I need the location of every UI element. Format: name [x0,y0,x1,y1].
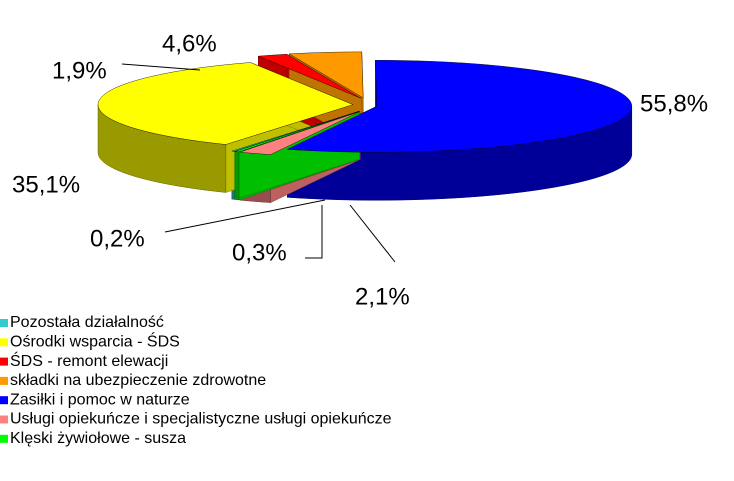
slice [234,111,360,153]
legend-label: Usługi opiekuńcze i specjalistyczne usłu… [10,411,392,428]
data-label: 0,3% [232,239,287,266]
legend-swatch [0,434,8,443]
legend-label: ŚDS - remont elewacji [10,351,168,370]
leader-line [121,63,201,71]
legend-swatch [0,396,8,405]
legend-swatch [0,338,8,347]
slice [258,54,361,99]
legend-swatch [0,415,8,424]
legend-label: Klęski żywiołowe - susza [10,430,186,447]
leader-line [164,199,326,233]
leader-line [305,205,323,259]
pie-tops [97,51,633,155]
legend-label: Zasiłki i pomoc w naturze [10,391,190,408]
legend-label: Ośrodki wsparcia - ŚDS [10,332,180,351]
data-label: 35,1% [12,171,80,198]
legend-swatch [0,319,8,327]
slice [239,111,361,155]
legend-label: Pozostała działalność [10,314,164,331]
data-label: 0,2% [90,225,145,252]
data-label: 55,8% [640,90,708,117]
legend-label: składki na ubezpieczenie zdrowotne [10,372,266,389]
legend-swatch [0,357,8,366]
slice-side [234,151,240,201]
slice [97,62,354,145]
slice [288,51,364,99]
data-label: 4,6% [162,30,217,57]
legend-swatch [0,376,8,385]
data-label: 1,9% [52,57,107,84]
slice [286,60,633,153]
leader-line [349,204,396,263]
data-label: 2,1% [355,283,410,310]
